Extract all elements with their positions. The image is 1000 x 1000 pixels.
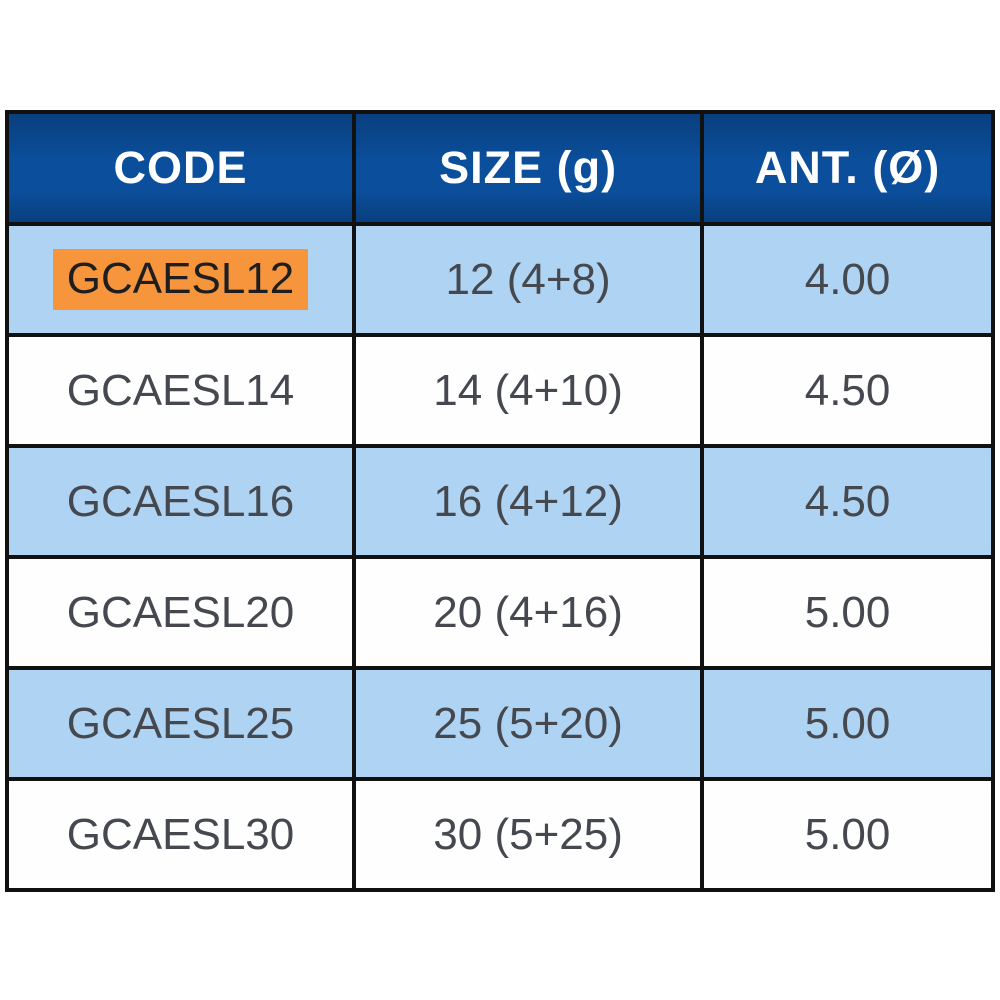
code-cell: GCAESL16 [4,444,357,559]
table-row: GCAESL25 25 (5+20) 5.00 [4,666,995,781]
size-cell: 25 (5+20) [352,666,705,781]
table-header: CODE SIZE (g) ANT. (Ø) [4,110,995,226]
column-header-ant-diameter: ANT. (Ø) [700,110,995,226]
code-cell: GCAESL25 [4,666,357,781]
table-row: GCAESL30 30 (5+25) 5.00 [4,777,995,892]
column-header-code: CODE [4,110,357,226]
ant-cell: 4.50 [700,333,995,448]
code-cell: GCAESL14 [4,333,357,448]
table-row: GCAESL12 12 (4+8) 4.00 [4,222,995,337]
size-cell: 12 (4+8) [352,222,705,337]
table-row: GCAESL16 16 (4+12) 4.50 [4,444,995,559]
table-body: GCAESL12 12 (4+8) 4.00 GCAESL14 14 (4+10… [4,222,995,892]
highlighted-code: GCAESL12 [52,249,309,310]
product-spec-table: CODE SIZE (g) ANT. (Ø) GCAESL12 12 (4+8)… [4,110,995,892]
ant-cell: 4.50 [700,444,995,559]
code-cell: GCAESL20 [4,555,357,670]
code-cell: GCAESL12 [4,222,357,337]
ant-cell: 5.00 [700,555,995,670]
header-row: CODE SIZE (g) ANT. (Ø) [4,110,995,226]
size-cell: 16 (4+12) [352,444,705,559]
table-row: GCAESL20 20 (4+16) 5.00 [4,555,995,670]
ant-cell: 5.00 [700,666,995,781]
size-cell: 30 (5+25) [352,777,705,892]
code-cell: GCAESL30 [4,777,357,892]
table-row: GCAESL14 14 (4+10) 4.50 [4,333,995,448]
ant-cell: 5.00 [700,777,995,892]
column-header-size: SIZE (g) [352,110,705,226]
size-cell: 20 (4+16) [352,555,705,670]
size-cell: 14 (4+10) [352,333,705,448]
ant-cell: 4.00 [700,222,995,337]
